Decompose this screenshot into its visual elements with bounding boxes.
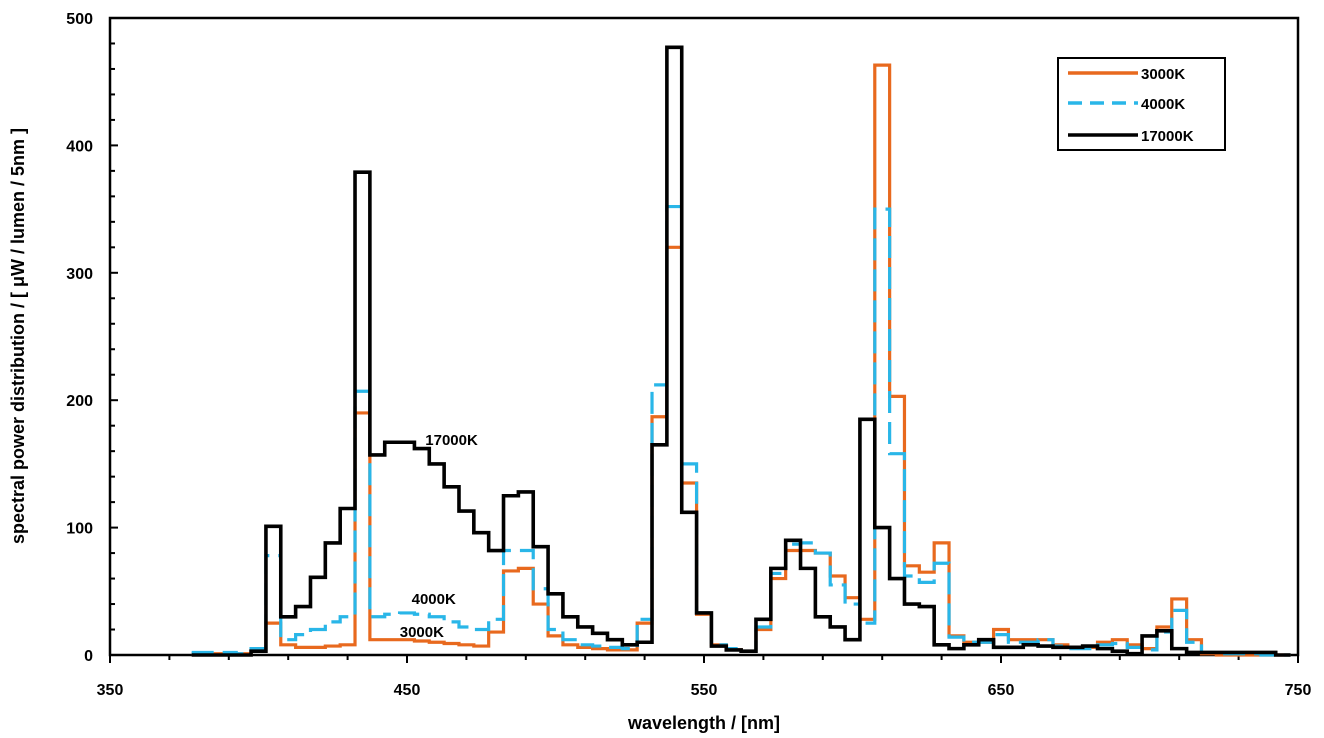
y-tick-label: 0 — [84, 648, 93, 665]
curve-label-4000k: 4000K — [412, 591, 456, 608]
y-axis-title: spectral power distribution / [ μW / lum… — [8, 128, 28, 544]
curve-annotations: 17000K 4000K 3000K — [400, 432, 478, 641]
y-tick-label: 300 — [66, 266, 93, 283]
tick-labels: 0 100 200 300 400 500 350 450 550 650 750 — [66, 11, 1311, 699]
x-tick-label: 350 — [97, 682, 124, 699]
y-tick-label: 100 — [66, 521, 93, 538]
x-tick-label: 550 — [691, 682, 718, 699]
x-axis-title: wavelength / [nm] — [627, 713, 780, 733]
axis-ticks — [109, 17, 1299, 663]
series-line-17000k — [191, 45, 1291, 657]
x-tick-label: 650 — [988, 682, 1015, 699]
curve-label-17000k: 17000K — [425, 432, 478, 449]
x-tick-label: 750 — [1285, 682, 1312, 699]
y-tick-label: 400 — [66, 138, 93, 155]
legend-label-4000k: 4000K — [1141, 96, 1185, 113]
legend-label-17000k: 17000K — [1141, 128, 1194, 145]
x-tick-label: 450 — [394, 682, 421, 699]
y-tick-label: 200 — [66, 393, 93, 410]
legend-label-3000k: 3000K — [1141, 66, 1185, 83]
y-tick-label: 500 — [66, 11, 93, 28]
legend: 3000K 4000K 17000K — [1057, 57, 1226, 151]
series-lines — [191, 45, 1291, 657]
curve-label-3000k: 3000K — [400, 624, 444, 641]
